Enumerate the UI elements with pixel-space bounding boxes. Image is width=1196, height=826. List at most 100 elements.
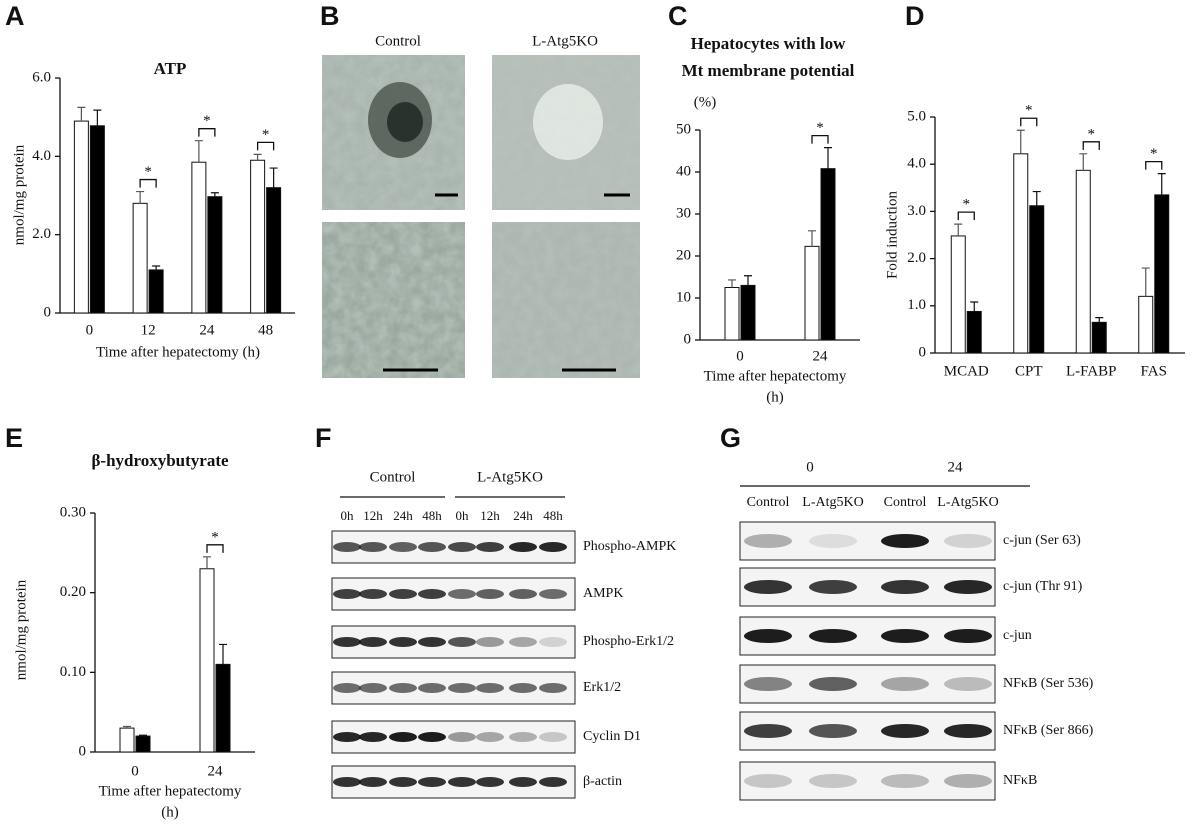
blot-band <box>881 677 929 691</box>
error-bar <box>203 556 211 569</box>
y-tick-label: 2.0 <box>32 226 51 242</box>
nucleus <box>533 84 603 160</box>
blot-band <box>389 732 417 742</box>
row-label: c-jun (Ser 63) <box>1003 533 1081 548</box>
y-tick-label: 2.0 <box>907 250 926 266</box>
blot-band <box>476 777 504 787</box>
significance-star: * <box>144 164 152 180</box>
lane-label: 12h <box>363 508 383 523</box>
blot-band <box>944 629 992 643</box>
blot-band <box>944 774 992 788</box>
x-axis-label: Time after hepatectomy (h) <box>96 344 260 360</box>
y-tick-label: 4.0 <box>32 148 51 164</box>
error-bar <box>744 275 752 286</box>
y-tick-label: 40 <box>676 163 691 179</box>
blot-band <box>744 774 792 788</box>
blot-band <box>333 777 361 787</box>
bar <box>1091 321 1107 354</box>
blot-band <box>539 589 567 599</box>
blot-band <box>539 732 567 742</box>
significance-bracket <box>139 178 157 188</box>
error-bar <box>219 643 227 665</box>
blot-band <box>418 683 446 693</box>
blot-band <box>333 589 361 599</box>
blot-band <box>509 777 537 787</box>
y-tick-label: 0.10 <box>60 664 86 680</box>
bar <box>215 663 231 753</box>
significance-star: * <box>211 529 219 545</box>
blot-band <box>476 542 504 552</box>
significance-bracket <box>1145 160 1163 170</box>
significance-star: * <box>262 127 270 143</box>
x-tick-label: 24 <box>208 763 224 779</box>
lane-label: L-Atg5KO <box>937 495 998 510</box>
significance-star: * <box>816 120 824 136</box>
error-bar <box>808 230 816 247</box>
y-axis-label: Fold induction <box>884 191 900 279</box>
blot-band <box>881 580 929 594</box>
x-tick-label: 0 <box>736 348 744 364</box>
blot-band <box>809 774 857 788</box>
blot-band <box>944 534 992 548</box>
y-tick-label: 30 <box>676 205 691 221</box>
lane-label: 24h <box>513 508 533 523</box>
bar <box>1029 205 1045 354</box>
row-label: β-actin <box>583 774 622 789</box>
bar <box>820 168 836 341</box>
x-tick-label: L-FABP <box>1066 363 1117 379</box>
row-label: c-jun <box>1003 628 1032 643</box>
error-bar <box>77 106 86 122</box>
panel-letter: B <box>320 1 340 31</box>
panel-letter: D <box>905 1 925 31</box>
blot-band <box>881 534 929 548</box>
blot-band <box>539 637 567 647</box>
blot-band <box>539 777 567 787</box>
group-label: Control <box>370 469 416 485</box>
bar <box>132 202 148 314</box>
blot-band <box>359 637 387 647</box>
blot-band <box>509 589 537 599</box>
bar <box>135 735 151 753</box>
blot-band <box>509 542 537 552</box>
x-tick-label: 24 <box>813 348 829 364</box>
x-axis-label: (h) <box>766 389 784 405</box>
significance-bracket <box>1082 141 1100 150</box>
blot-band <box>418 637 446 647</box>
blot-band <box>389 542 417 552</box>
significance-bracket <box>1020 117 1038 127</box>
bar <box>207 196 223 314</box>
blot-band <box>359 542 387 552</box>
error-bar <box>269 167 278 188</box>
bar <box>89 125 105 314</box>
lane-label: 0h <box>456 508 470 523</box>
blot-band <box>476 732 504 742</box>
bar <box>191 161 207 314</box>
error-bar <box>1157 173 1166 195</box>
y-tick-label: 0 <box>919 344 927 360</box>
x-tick-label: 0 <box>131 763 139 779</box>
blot-band <box>809 677 857 691</box>
row-label: Erk1/2 <box>583 680 621 695</box>
x-tick-label: FAS <box>1141 363 1167 379</box>
blot-band <box>744 724 792 738</box>
micrograph-texture <box>322 222 465 378</box>
row-label: Cyclin D1 <box>583 729 641 744</box>
row-label: Phospho-AMPK <box>583 539 676 554</box>
blot-band <box>881 724 929 738</box>
blot-band <box>944 677 992 691</box>
error-bar <box>1141 267 1150 297</box>
group-label: 24 <box>948 459 964 475</box>
y-tick-label: 6.0 <box>32 69 51 85</box>
lane-label: Control <box>747 495 790 510</box>
y-tick-label: 5.0 <box>907 108 926 124</box>
panel-letter: G <box>720 423 741 453</box>
error-bar <box>136 190 145 204</box>
x-axis-label: Time after hepatectomy <box>704 368 847 384</box>
error-bar <box>954 223 963 236</box>
row-label: NFκB (Ser 536) <box>1003 676 1094 691</box>
x-tick-label: 0 <box>86 322 94 338</box>
error-bar <box>123 725 131 729</box>
x-tick-label: MCAD <box>944 363 989 379</box>
error-bar <box>728 279 736 288</box>
